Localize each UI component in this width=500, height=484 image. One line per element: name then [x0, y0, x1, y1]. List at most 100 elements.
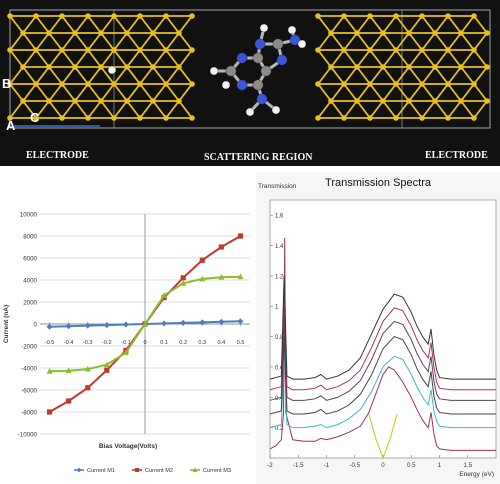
- transmission-y-tick-label: 1.6: [275, 214, 284, 220]
- gold-atom: [176, 64, 182, 70]
- gold-atom: [341, 115, 347, 121]
- gold-bond: [460, 49, 475, 68]
- gold-atom: [393, 13, 399, 19]
- gold-bond: [382, 66, 397, 85]
- gold-bond: [330, 66, 345, 85]
- transmission-x-tick-label: 1: [438, 462, 442, 469]
- gold-bond: [382, 100, 397, 119]
- gold-bond: [395, 83, 410, 102]
- gold-bond: [9, 100, 24, 119]
- gold-atom: [163, 115, 169, 121]
- gold-bond: [317, 32, 332, 51]
- gold-bond: [421, 49, 436, 68]
- gold-bond: [408, 15, 423, 34]
- gold-atom: [137, 47, 143, 53]
- iv-point: [66, 398, 72, 404]
- electrode-lattice: [7, 13, 490, 121]
- gold-bond: [178, 66, 193, 85]
- gold-atom: [315, 13, 321, 19]
- gold-atom: [59, 13, 65, 19]
- gold-atom: [380, 64, 386, 70]
- gold-bond: [113, 49, 128, 68]
- gold-bond: [126, 15, 141, 34]
- gold-bond: [61, 66, 76, 85]
- gold-bond: [35, 83, 50, 102]
- gold-atom: [315, 47, 321, 53]
- gold-atom: [137, 115, 143, 121]
- iv-x-tick-label: 0.1: [160, 340, 168, 346]
- transmission-chart-panel: Transmission Spectra Transmission 0.2 0.4 0.…: [256, 172, 500, 484]
- gold-bond: [61, 100, 76, 119]
- hydrogen-atom: [245, 107, 255, 117]
- gold-atom: [354, 98, 360, 104]
- gold-bond: [139, 15, 154, 34]
- legend-marker: [76, 467, 82, 473]
- left-electrode-label: ELECTRODE: [26, 150, 89, 161]
- iv-point: [180, 275, 186, 281]
- iv-point: [199, 257, 205, 263]
- gold-bond: [165, 66, 180, 85]
- hydrogen-atom: [287, 25, 297, 35]
- iv-point: [122, 349, 129, 355]
- transmission-curve-6: [269, 291, 496, 391]
- gold-bond: [369, 100, 384, 119]
- gold-bond: [139, 83, 154, 102]
- gold-bond: [408, 100, 423, 119]
- gold-atom: [445, 13, 451, 19]
- gold-atom: [189, 115, 195, 121]
- gold-bond: [87, 66, 102, 85]
- gold-bond: [48, 66, 63, 85]
- iv-chart: -10000 -8000 -6000 -4000 -2000 0 2000 4000 6000 8…: [3, 212, 250, 474]
- gold-atom: [20, 98, 26, 104]
- iv-point: [46, 368, 53, 374]
- gold-atom: [341, 13, 347, 19]
- iv-x-tick-label: -0.3: [83, 340, 93, 346]
- gold-bond: [126, 49, 141, 68]
- iv-point: [103, 322, 110, 329]
- iv-y-tick-label: 2000: [23, 300, 37, 307]
- iv-point: [237, 318, 244, 325]
- gold-atom: [432, 98, 438, 104]
- gold-bond: [74, 66, 89, 85]
- iv-y-tick-label: -6000: [21, 388, 37, 395]
- gold-atom: [163, 13, 169, 19]
- axis-letter-b: B: [2, 76, 12, 91]
- gold-bond: [152, 66, 167, 85]
- gold-bond: [9, 32, 24, 51]
- transmission-curve-5: [269, 313, 496, 401]
- gold-atom: [458, 98, 464, 104]
- gold-atom: [367, 81, 373, 87]
- gold-bond: [447, 15, 462, 34]
- gold-bond: [434, 32, 449, 51]
- gold-bond: [421, 32, 436, 51]
- gold-bond: [330, 15, 345, 34]
- gold-bond: [434, 66, 449, 85]
- iv-point: [142, 320, 148, 327]
- gold-bond: [369, 15, 384, 34]
- gold-bond: [178, 32, 193, 51]
- transmission-y-tick-label: 0.8: [275, 335, 284, 341]
- gold-bond: [48, 32, 63, 51]
- gold-atom: [445, 115, 451, 121]
- gold-bond: [61, 83, 76, 102]
- iv-point: [46, 409, 53, 415]
- gold-bond: [473, 32, 488, 51]
- device-structure-panel: B A C ELECTRODE SCATTERING REGION ELECTR…: [0, 0, 500, 166]
- gold-atom: [7, 81, 13, 87]
- transmission-x-tick-label: -1: [324, 462, 330, 469]
- gold-atom: [111, 13, 117, 19]
- gold-atom: [85, 115, 91, 121]
- gold-bond: [447, 83, 462, 102]
- gold-atom: [406, 64, 412, 70]
- gold-atom: [59, 115, 65, 121]
- gold-atom: [367, 47, 373, 53]
- device-structure-figure: [7, 9, 491, 129]
- adenine-molecule: [107, 23, 307, 117]
- gold-bond: [382, 49, 397, 68]
- gold-bond: [100, 15, 115, 34]
- gold-bond: [343, 100, 358, 119]
- gold-bond: [382, 83, 397, 102]
- gold-atom: [98, 30, 104, 36]
- transmission-plot-area: [269, 199, 497, 459]
- iv-point: [161, 320, 168, 327]
